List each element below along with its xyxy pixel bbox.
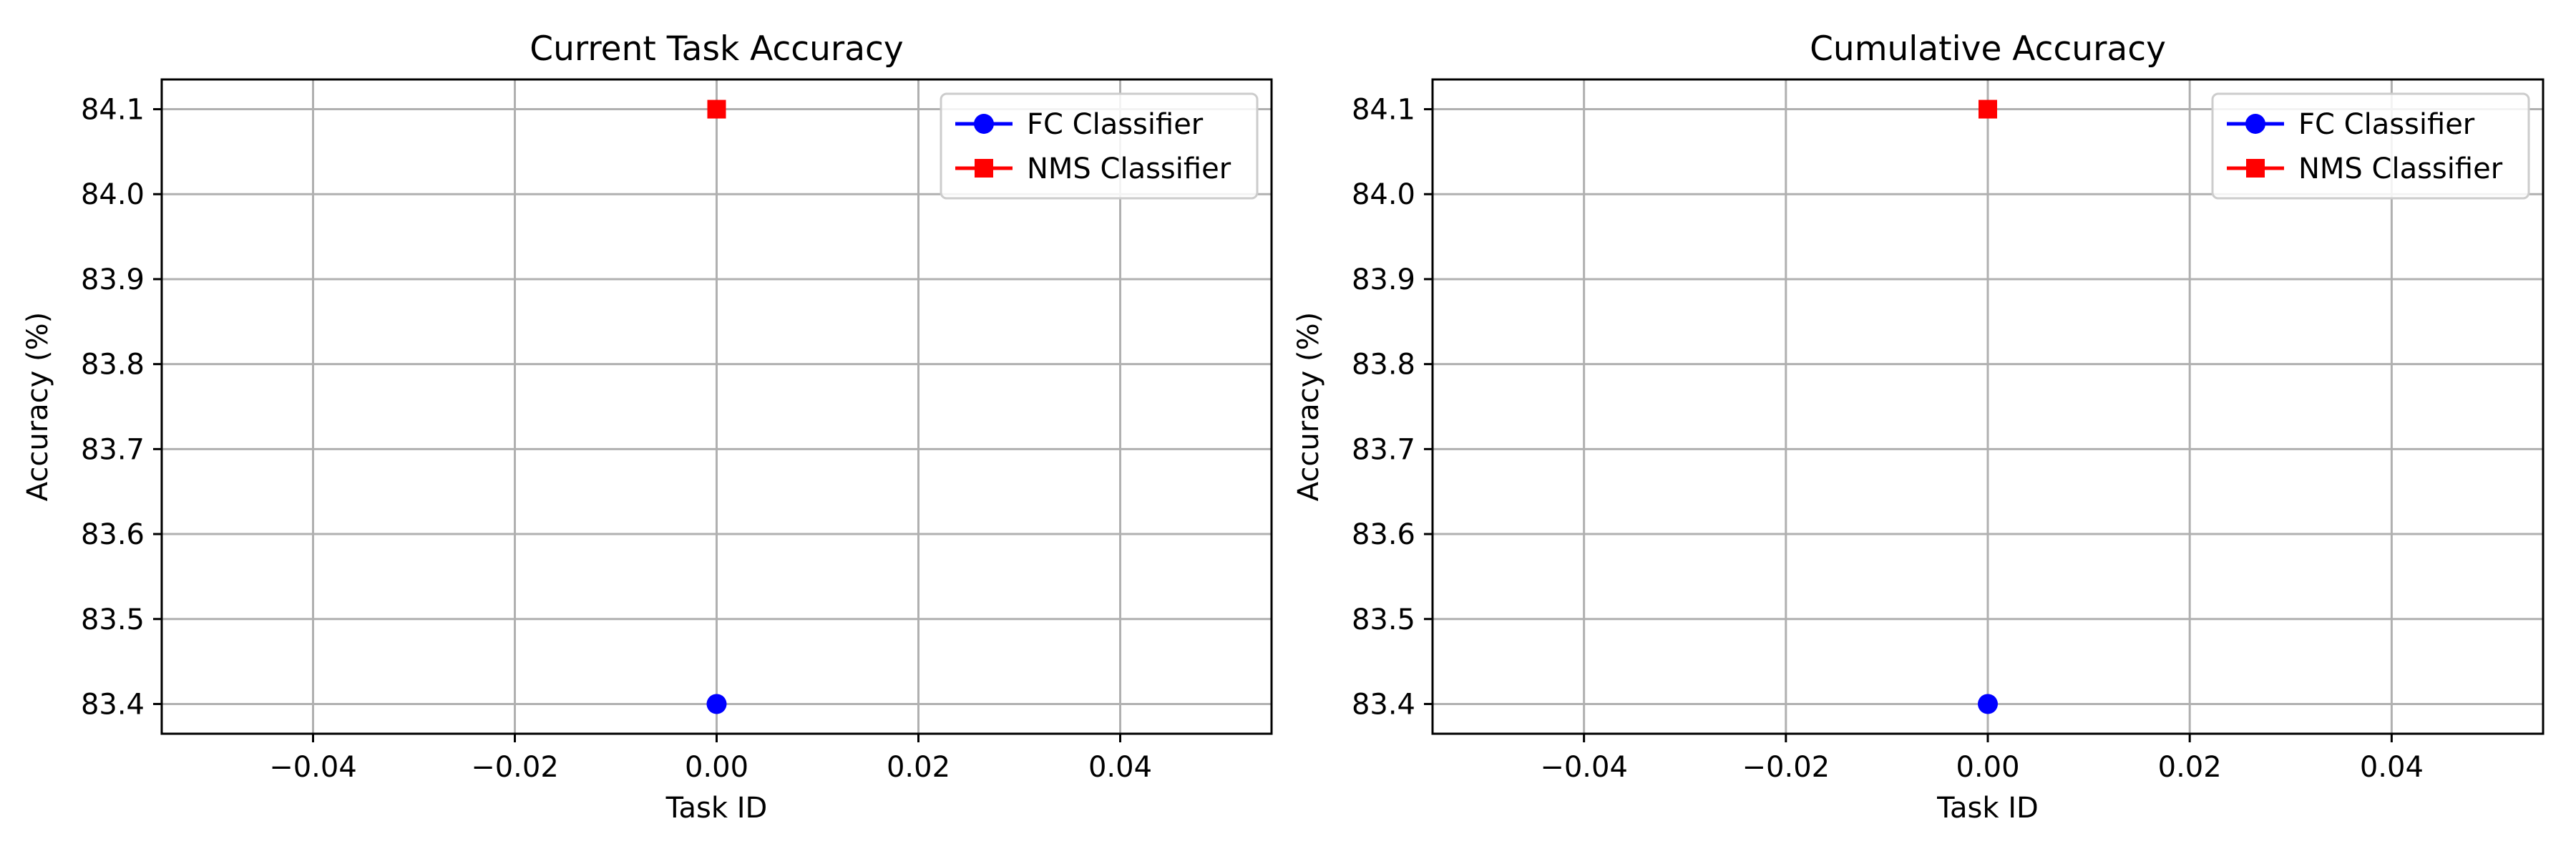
x-tick-label: −0.02 bbox=[471, 751, 559, 784]
x-tick-label: 0.04 bbox=[2360, 751, 2424, 784]
legend-label: NMS Classifier bbox=[2298, 152, 2503, 185]
x-tick-label: 0.04 bbox=[1088, 751, 1152, 784]
x-axis-label: Task ID bbox=[665, 792, 768, 825]
y-tick-label: 83.4 bbox=[1352, 688, 1415, 721]
x-axis-label: Task ID bbox=[1936, 792, 2039, 825]
y-tick-label: 83.8 bbox=[81, 349, 145, 382]
chart-panel-2: −0.04 −0.02 0.00 0.02 0.04 83.4 83.5 83.6 83.7 83… bbox=[1292, 29, 2545, 825]
legend-box bbox=[940, 92, 1259, 200]
y-tick-label: 84.1 bbox=[1352, 94, 1415, 127]
y-tick-label: 84.0 bbox=[81, 178, 145, 211]
y-tick-label: 83.6 bbox=[1352, 518, 1415, 551]
chart-panel-1: −0.04 −0.02 0.00 0.02 0.04 83.4 83.5 83.6 83.7 83… bbox=[21, 29, 1273, 825]
legend: FC Classifier NMS Classifier bbox=[2211, 92, 2530, 200]
x-tick-label: −0.04 bbox=[1540, 751, 1628, 784]
x-tick-label: −0.04 bbox=[269, 751, 357, 784]
legend-label: FC Classifier bbox=[1027, 108, 1204, 141]
x-tick-label: 0.00 bbox=[685, 751, 748, 784]
x-tick-label: 0.02 bbox=[2158, 751, 2222, 784]
y-tick-label: 84.0 bbox=[1352, 178, 1415, 211]
data-point-circle bbox=[706, 694, 727, 714]
y-tick-label: 83.7 bbox=[1352, 433, 1415, 466]
chart-title: Cumulative Accuracy bbox=[1810, 29, 2166, 69]
y-tick-label: 83.5 bbox=[81, 603, 145, 636]
x-tick-label: −0.02 bbox=[1742, 751, 1830, 784]
legend-marker-square bbox=[2246, 159, 2265, 178]
y-tick-label: 83.4 bbox=[81, 688, 145, 721]
legend-box bbox=[2211, 92, 2530, 200]
x-tick-label: 0.00 bbox=[1956, 751, 2019, 784]
legend-marker-circle bbox=[974, 114, 994, 134]
legend-label: NMS Classifier bbox=[1027, 152, 1231, 185]
legend-label: FC Classifier bbox=[2298, 108, 2475, 141]
y-tick-label: 83.9 bbox=[81, 263, 145, 296]
chart-title: Current Task Accuracy bbox=[530, 29, 903, 69]
y-axis-label: Accuracy (%) bbox=[21, 312, 54, 502]
y-tick-label: 83.6 bbox=[81, 518, 145, 551]
y-tick-label: 83.8 bbox=[1352, 349, 1415, 382]
legend-marker-square bbox=[975, 159, 993, 178]
data-point-circle bbox=[1978, 694, 1998, 714]
data-point-square bbox=[707, 100, 726, 119]
y-axis-label: Accuracy (%) bbox=[1292, 312, 1325, 502]
legend-marker-circle bbox=[2245, 114, 2265, 134]
y-tick-label: 84.1 bbox=[81, 94, 145, 127]
y-tick-label: 83.7 bbox=[81, 433, 145, 466]
y-tick-label: 83.5 bbox=[1352, 603, 1415, 636]
data-point-square bbox=[1979, 100, 1997, 119]
legend: FC Classifier NMS Classifier bbox=[940, 92, 1259, 200]
y-tick-label: 83.9 bbox=[1352, 263, 1415, 296]
x-tick-label: 0.02 bbox=[887, 751, 950, 784]
